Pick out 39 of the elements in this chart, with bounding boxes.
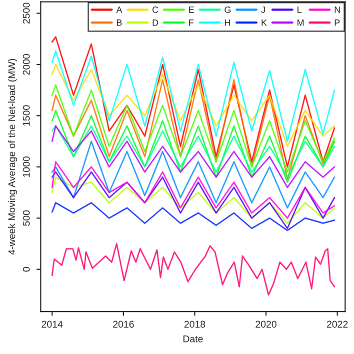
y-tick-label: 1000 — [22, 156, 30, 177]
legend-label: G — [224, 6, 231, 13]
line-series — [51, 176, 336, 224]
x-tick-label: 2020 — [256, 320, 276, 328]
y-tick-label: 0 — [22, 266, 30, 272]
legend-label: C — [152, 6, 158, 13]
legend-label: D — [152, 20, 158, 26]
line-series — [51, 125, 336, 188]
legend-label: M — [298, 20, 304, 26]
legend-label: J — [261, 6, 265, 13]
x-tick-label: 2014 — [42, 320, 63, 328]
line-series — [51, 243, 336, 296]
y-tick-label: 2500 — [22, 2, 30, 24]
legend-label: H — [224, 20, 230, 26]
line-series — [51, 64, 336, 148]
legend-label: A — [116, 6, 122, 13]
legend-label: L — [298, 6, 302, 13]
y-tick-label: 2000 — [22, 54, 30, 75]
legend-label: P — [334, 20, 340, 26]
line-series — [51, 161, 336, 219]
y-tick-label: 500 — [22, 210, 30, 226]
legend-label: B — [116, 20, 122, 26]
line-series — [51, 140, 336, 209]
line-series — [51, 36, 336, 168]
x-tick-label: 2018 — [184, 320, 206, 328]
y-axis-title: 4-week Moving Average of the Net-load (MW) — [8, 58, 18, 255]
line-series — [51, 110, 336, 183]
line-series — [51, 50, 336, 142]
line-series — [51, 125, 336, 178]
x-axis-title: Date — [183, 336, 203, 342]
legend-label: E — [189, 6, 194, 13]
y-tick-label: 1500 — [22, 105, 30, 126]
legend-label: F — [189, 20, 194, 26]
line-series — [51, 202, 336, 232]
x-tick-label: 2022 — [326, 320, 348, 328]
legend-label: K — [262, 20, 267, 26]
line-series — [51, 171, 336, 230]
legend-label: N — [334, 6, 340, 13]
x-tick-label: 2016 — [113, 320, 134, 328]
